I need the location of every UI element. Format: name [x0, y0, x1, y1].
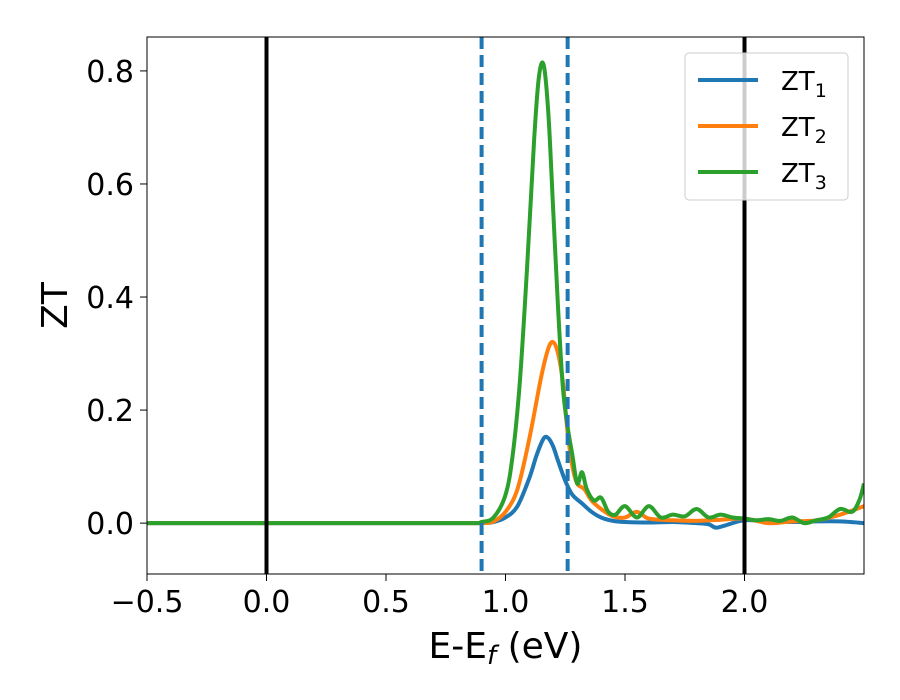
y-axis-title: ZT: [35, 281, 76, 329]
x-axis-title-main: E-E: [429, 626, 487, 667]
y-tick-label: 0.6: [86, 168, 134, 203]
legend-label-1: ZT1: [781, 67, 827, 102]
y-tick-label: 0.2: [86, 394, 134, 429]
y-tick-label: 0.0: [86, 507, 134, 542]
y-tick-label: 0.4: [86, 281, 134, 316]
x-tick-label: 1.0: [482, 585, 530, 620]
x-tick-label: −0.5: [111, 585, 184, 620]
x-tick-label: 2.0: [721, 585, 769, 620]
series-lines: [147, 60, 864, 530]
x-tick-label: 1.5: [601, 585, 649, 620]
axis-ticks: −0.5 0.0 0.5 1.0 1.5 2.0 0.0 0.2 0.4 0.6 0.8: [86, 55, 768, 620]
legend-box: [684, 52, 849, 201]
x-tick-label: 0.5: [362, 585, 410, 620]
legend-label-2: ZT2: [781, 113, 827, 148]
series-line-3: [147, 60, 864, 526]
legend-label-3: ZT3: [781, 159, 827, 194]
y-tick-label: 0.8: [86, 55, 134, 90]
x-tick-label: 0.0: [243, 585, 291, 620]
x-axis-title-unit: (eV): [496, 626, 582, 667]
legend: ZT1 ZT2 ZT3: [684, 52, 849, 201]
x-axis-title: E-Ef (eV): [429, 626, 583, 671]
